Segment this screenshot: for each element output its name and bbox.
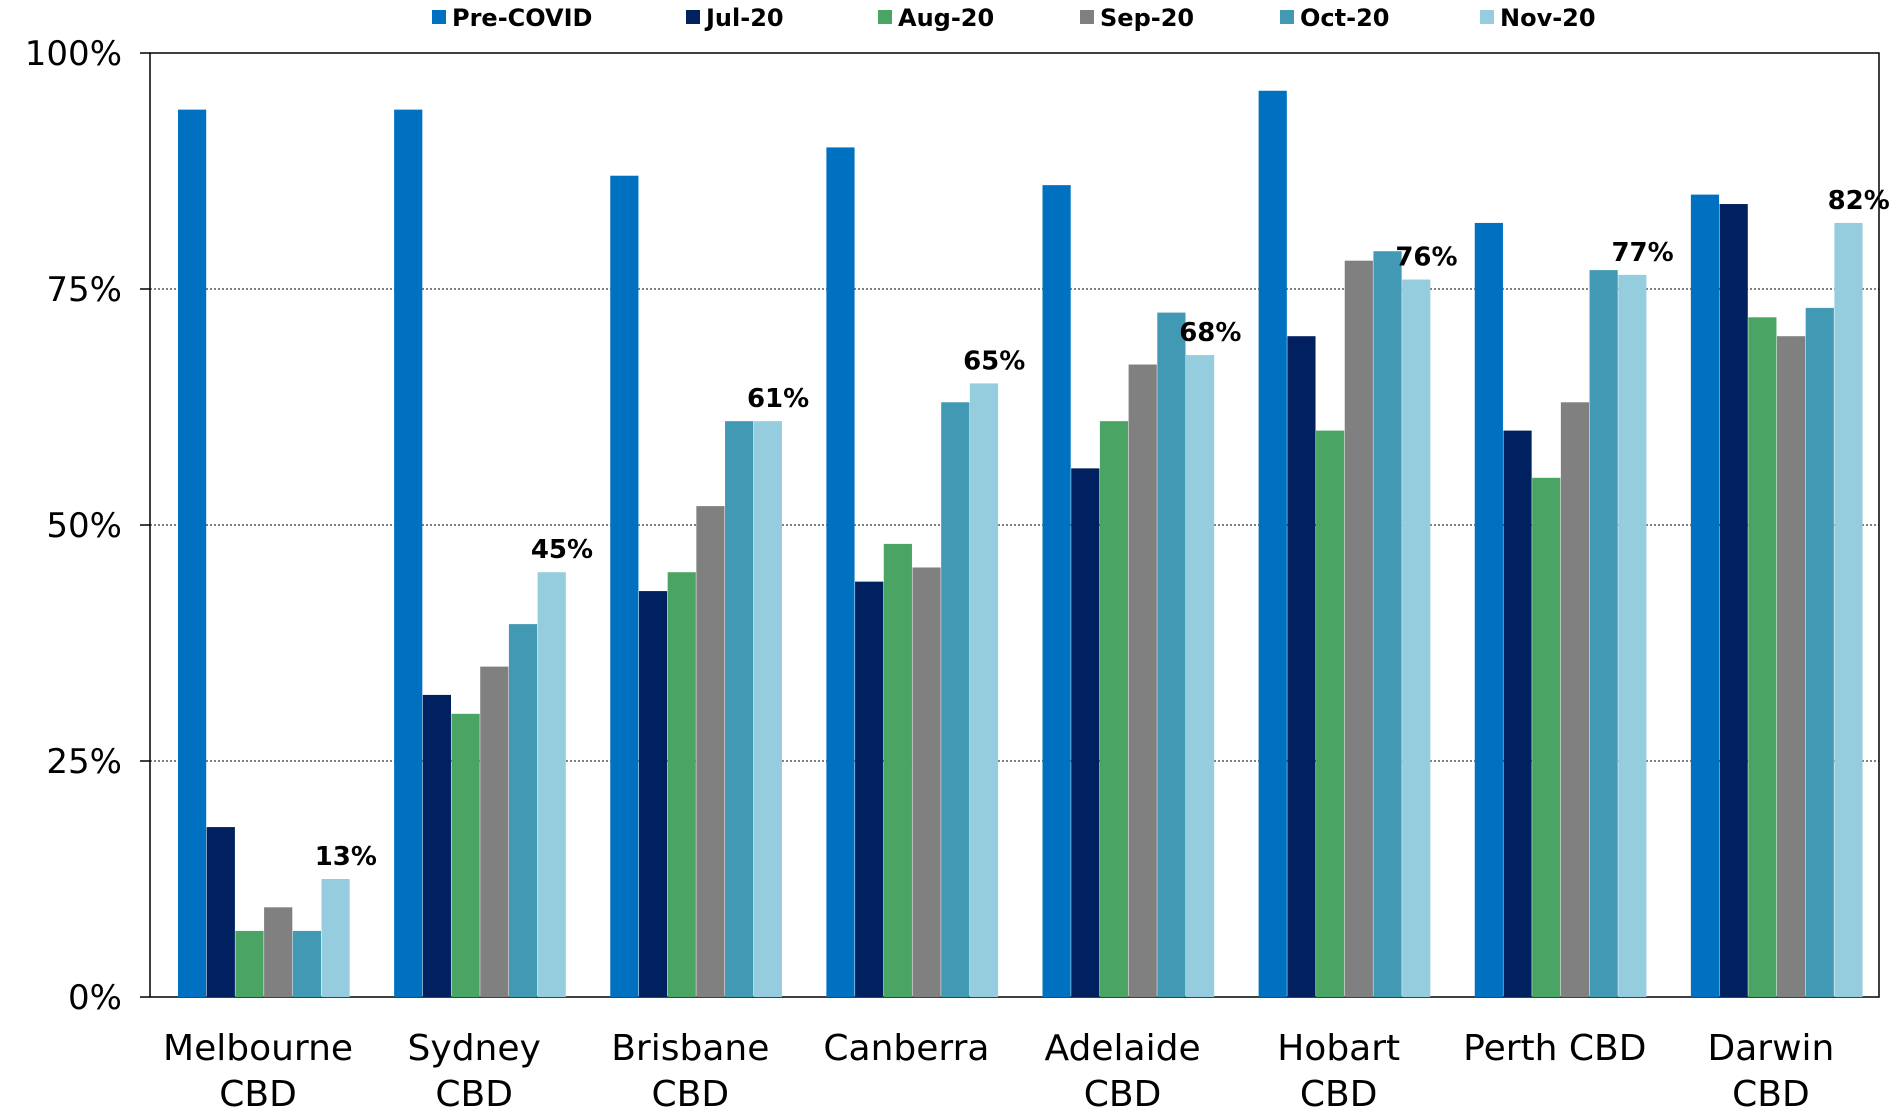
bar-aug-20: [1099, 421, 1129, 997]
bar-nov-20: [321, 879, 350, 997]
bar-sep-20: [696, 506, 725, 997]
bar-sep-20: [1128, 364, 1157, 997]
bar-pre-covid: [1258, 90, 1287, 997]
bar-aug-20: [667, 572, 696, 997]
bar-aug-20: [451, 713, 480, 997]
y-tick-label: 50%: [46, 506, 122, 546]
y-tick-label: 25%: [46, 742, 122, 782]
bar-nov-20: [1402, 279, 1431, 997]
bar-oct-20: [1373, 251, 1402, 998]
bar-aug-20: [1532, 477, 1561, 997]
bar-sep-20: [480, 666, 509, 997]
bar-jul-20: [1719, 204, 1748, 998]
legend-label: Sep-20: [1100, 4, 1194, 32]
legend-swatch: [1480, 10, 1494, 24]
bar-aug-20: [883, 543, 912, 997]
bar-oct-20: [292, 930, 321, 997]
category-label: Perth CBD: [1463, 1028, 1646, 1069]
bar-nov-20: [1834, 222, 1863, 998]
legend-swatch: [878, 10, 892, 24]
bar-sep-20: [1776, 336, 1806, 997]
bar-jul-20: [1071, 468, 1100, 997]
category-label: CBD: [1732, 1074, 1810, 1111]
y-tick-label: 75%: [46, 270, 122, 310]
bar-pre-covid: [1690, 194, 1720, 998]
legend-label: Oct-20: [1300, 4, 1389, 32]
category-label: CBD: [435, 1074, 513, 1111]
legend-swatch: [432, 10, 446, 24]
data-label: 76%: [1395, 243, 1457, 273]
bar-jul-20: [1287, 336, 1316, 997]
data-label: 68%: [1179, 318, 1241, 348]
legend-swatch: [1080, 10, 1094, 24]
bar-aug-20: [235, 930, 264, 997]
category-label: Adelaide: [1045, 1028, 1201, 1069]
bar-nov-20: [537, 572, 566, 997]
bar-aug-20: [1748, 317, 1777, 997]
category-label: CBD: [652, 1074, 730, 1111]
legend-label: Jul-20: [704, 4, 784, 32]
bar-sep-20: [264, 907, 293, 997]
data-label: 77%: [1611, 238, 1673, 268]
bar-jul-20: [422, 694, 452, 997]
legend-label: Aug-20: [898, 4, 994, 32]
bar-oct-20: [1589, 270, 1618, 997]
data-label: 13%: [315, 842, 377, 872]
bar-pre-covid: [178, 109, 207, 997]
category-label: CBD: [1300, 1074, 1378, 1111]
bar-oct-20: [941, 402, 970, 997]
bar-nov-20: [1186, 355, 1215, 998]
y-tick-label: 0%: [68, 978, 122, 1018]
category-label: CBD: [1084, 1074, 1162, 1111]
category-label: CBD: [219, 1074, 297, 1111]
data-label: 65%: [963, 346, 1025, 376]
bar-nov-20: [753, 421, 782, 997]
bar-jul-20: [638, 591, 668, 997]
bar-nov-20: [1618, 274, 1647, 998]
bar-jul-20: [855, 581, 884, 997]
data-label: 82%: [1828, 186, 1889, 216]
bar-sep-20: [1344, 260, 1373, 997]
category-label: Canberra: [823, 1028, 989, 1069]
category-label: Sydney: [408, 1028, 541, 1069]
category-label: Darwin: [1708, 1028, 1835, 1069]
legend-label: Pre-COVID: [452, 4, 592, 32]
bar-sep-20: [912, 567, 941, 997]
bar-sep-20: [1560, 402, 1590, 997]
bar-pre-covid: [394, 109, 423, 997]
bar-pre-covid: [1474, 222, 1503, 998]
bar-jul-20: [1503, 430, 1532, 998]
bar-oct-20: [1157, 312, 1186, 998]
category-label: Brisbane: [611, 1028, 769, 1069]
data-label: 45%: [531, 535, 593, 565]
bar-oct-20: [725, 421, 754, 997]
bar-pre-covid: [826, 147, 855, 997]
bar-pre-covid: [610, 175, 639, 998]
legend-label: Nov-20: [1500, 4, 1596, 32]
bar-pre-covid: [1042, 185, 1071, 997]
bar-nov-20: [969, 383, 999, 997]
bar-oct-20: [1805, 307, 1834, 997]
bar-oct-20: [508, 624, 538, 997]
y-tick-label: 100%: [25, 34, 122, 74]
legend-swatch: [1280, 10, 1294, 24]
bar-aug-20: [1316, 430, 1345, 998]
bar-jul-20: [206, 827, 235, 997]
category-label: Melbourne: [163, 1028, 353, 1069]
data-label: 61%: [747, 384, 809, 414]
legend-swatch: [686, 10, 700, 24]
category-label: Hobart: [1277, 1028, 1400, 1069]
